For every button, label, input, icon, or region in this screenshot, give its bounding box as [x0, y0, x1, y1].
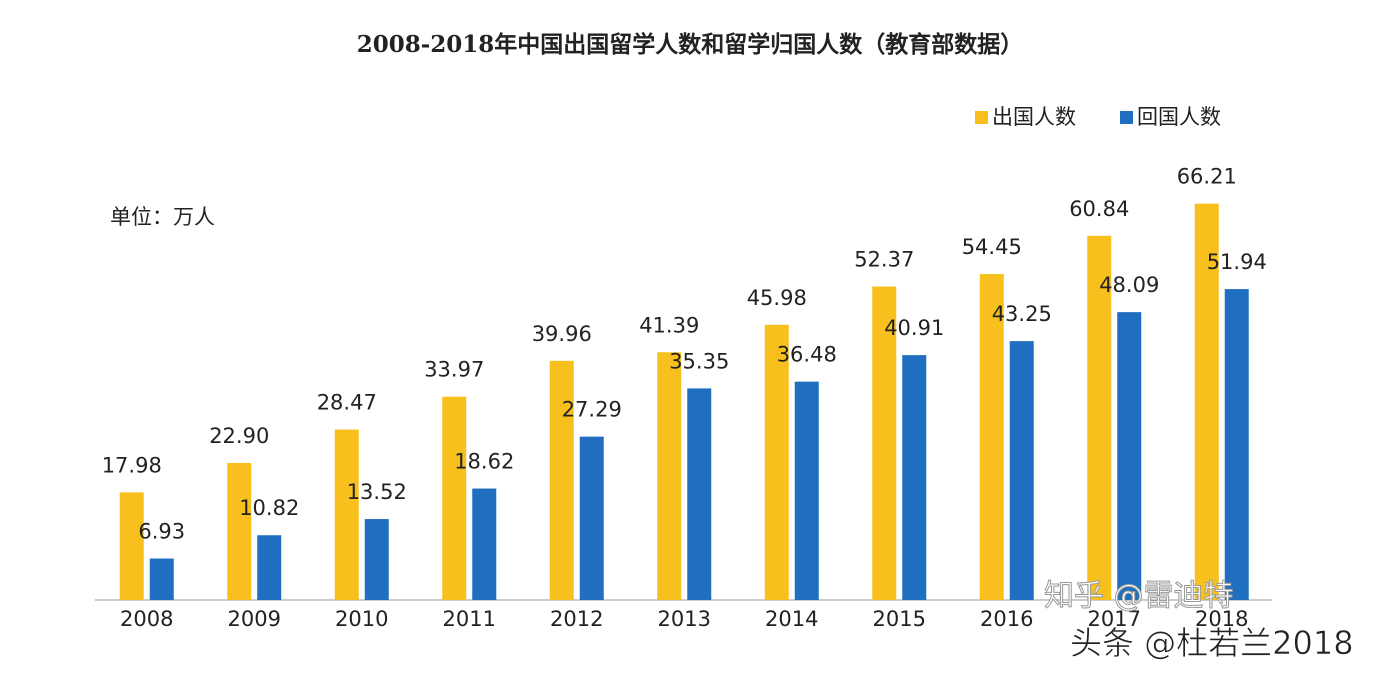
data-label: 45.98 — [747, 286, 807, 310]
bar — [227, 462, 252, 600]
x-tick-label: 2014 — [765, 607, 818, 631]
bar — [442, 396, 467, 600]
bar — [1087, 235, 1112, 600]
x-tick-label: 2015 — [873, 607, 926, 631]
bar — [764, 324, 789, 600]
x-tick-label: 2011 — [443, 607, 496, 631]
data-label: 13.52 — [347, 480, 407, 504]
data-label: 66.21 — [1177, 165, 1237, 189]
x-tick-label: 2009 — [228, 607, 281, 631]
bar — [364, 519, 389, 600]
bar — [149, 558, 174, 600]
legend-label: 出国人数 — [992, 105, 1076, 129]
data-label: 10.82 — [239, 496, 299, 520]
bar — [657, 352, 682, 600]
data-label: 43.25 — [992, 302, 1052, 326]
bar — [872, 286, 897, 600]
bar — [1194, 203, 1219, 600]
x-tick-label: 2012 — [550, 607, 603, 631]
data-label: 41.39 — [639, 313, 699, 337]
legend-label: 回国人数 — [1137, 105, 1221, 129]
x-tick-label: 2010 — [335, 607, 388, 631]
bar — [1117, 312, 1142, 600]
data-label: 54.45 — [962, 235, 1022, 259]
data-label: 27.29 — [562, 398, 622, 422]
watermark: 知乎 @雷迪特 — [1044, 579, 1234, 614]
bar — [1224, 289, 1249, 600]
bar — [902, 355, 927, 600]
data-label: 40.91 — [884, 316, 944, 340]
data-label: 17.98 — [102, 453, 162, 477]
bar — [472, 488, 497, 600]
chart-title: 2008-2018年中国出国留学人数和留学归国人数（教育部数据） — [357, 31, 1024, 58]
bar — [257, 535, 282, 600]
bar — [979, 274, 1004, 600]
x-tick-label: 2013 — [658, 607, 711, 631]
bar — [579, 436, 604, 600]
data-label: 22.90 — [209, 424, 269, 448]
x-tick-label: 2017 — [1088, 607, 1141, 631]
unit-label: 单位：万人 — [110, 205, 215, 229]
data-label: 39.96 — [532, 322, 592, 346]
bar — [794, 381, 819, 600]
data-label: 33.97 — [424, 358, 484, 382]
bar — [119, 492, 144, 600]
data-label: 18.62 — [454, 450, 514, 474]
legend-swatch — [1120, 111, 1133, 124]
data-label: 48.09 — [1099, 273, 1159, 297]
bar — [334, 429, 359, 600]
data-label: 60.84 — [1069, 197, 1129, 221]
x-tick-label: 2008 — [120, 607, 173, 631]
data-label: 6.93 — [138, 520, 185, 544]
data-label: 28.47 — [317, 391, 377, 415]
data-label: 36.48 — [777, 343, 837, 367]
watermark: 头条 @杜若兰2018 — [1070, 624, 1354, 662]
legend-swatch — [975, 111, 988, 124]
data-label: 35.35 — [669, 349, 729, 373]
bar — [687, 388, 712, 600]
data-label: 51.94 — [1207, 250, 1267, 274]
data-label: 52.37 — [854, 248, 914, 272]
bar — [549, 360, 574, 600]
x-tick-label: 2018 — [1195, 607, 1248, 631]
x-tick-label: 2016 — [980, 607, 1033, 631]
bar — [1009, 341, 1034, 600]
